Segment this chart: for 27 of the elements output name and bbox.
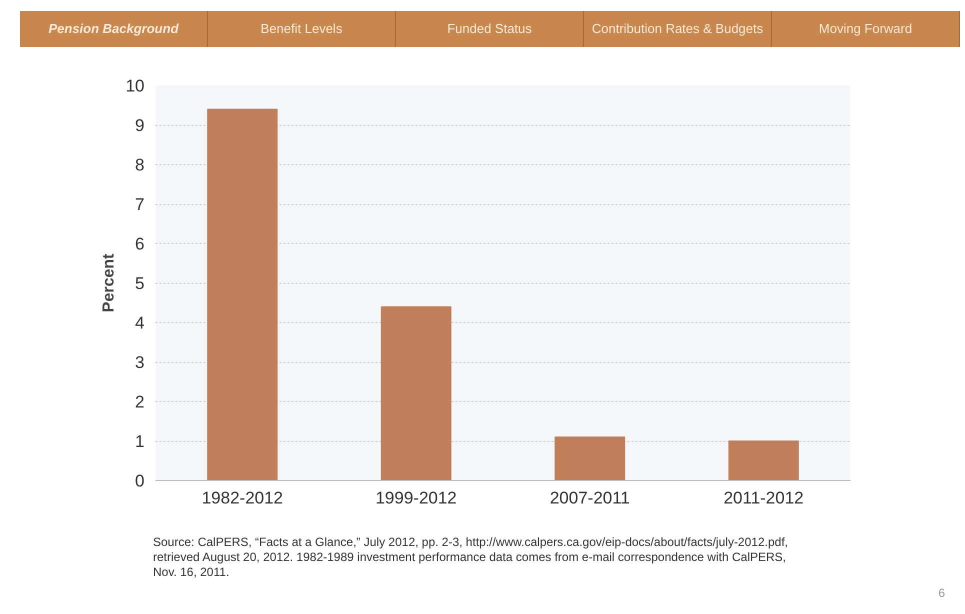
x-tick-label: 1982-2012 — [202, 488, 284, 508]
x-tick-label: 1999-2012 — [375, 488, 457, 508]
bar — [207, 108, 278, 480]
y-tick-label: 2 — [135, 392, 145, 412]
y-tick-label: 8 — [135, 156, 145, 174]
y-tick-label: 10 — [126, 76, 145, 96]
x-tick-label: 2011-2012 — [724, 488, 804, 508]
text: Benefit Levels — [208, 11, 396, 47]
y-axis-title: Percent — [100, 252, 118, 312]
x-tick-label: 2007-2011 — [550, 488, 630, 508]
y-tick-label: 6 — [135, 234, 145, 254]
y-tick-label: 5 — [135, 274, 145, 293]
y-tick-label: 7 — [135, 195, 145, 214]
bar — [380, 306, 452, 480]
y-tick-label: 0 — [135, 472, 145, 490]
text: Pension Background — [20, 11, 208, 47]
text: Contribution Rates & Budgets — [584, 11, 772, 47]
y-tick-label: 4 — [135, 314, 145, 332]
y-tick-label: 1 — [135, 432, 145, 451]
text: 6 — [938, 585, 945, 602]
text: Moving Forward — [772, 11, 960, 47]
bar — [728, 440, 799, 480]
text: Funded Status — [396, 11, 584, 47]
y-tick-label: 3 — [135, 353, 145, 372]
source-note: Source: CalPERS, “Facts at a Glance,” July 2012, pp. 2-3, http://www.calpers.ca.gov/eip-docs/about/facts/july-2012.pdf, retrieved August 20, 2012. 1982-1989 investment performance data comes from e-mail correspondence with CalPERS, Nov. 16, 2011. — [153, 535, 789, 580]
y-tick-label: 9 — [135, 116, 145, 135]
bar — [554, 436, 626, 480]
